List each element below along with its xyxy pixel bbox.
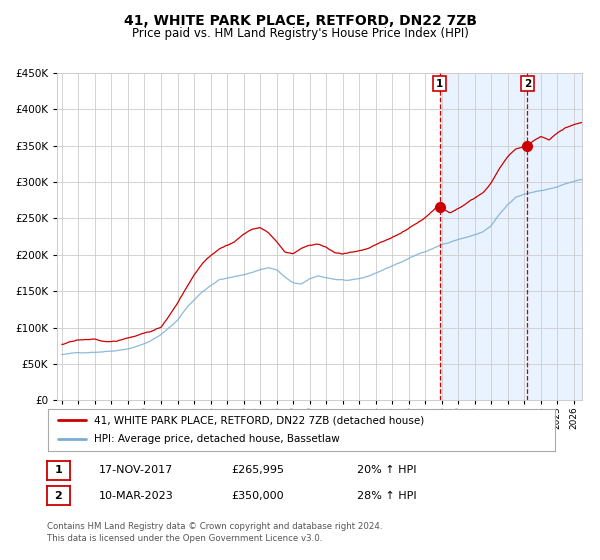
Text: 17-NOV-2017: 17-NOV-2017 xyxy=(99,465,173,475)
Text: Contains HM Land Registry data © Crown copyright and database right 2024.
This d: Contains HM Land Registry data © Crown c… xyxy=(47,522,382,543)
Text: 2: 2 xyxy=(55,491,62,501)
Text: 41, WHITE PARK PLACE, RETFORD, DN22 7ZB (detached house): 41, WHITE PARK PLACE, RETFORD, DN22 7ZB … xyxy=(94,415,424,425)
Text: 20% ↑ HPI: 20% ↑ HPI xyxy=(357,465,416,475)
Text: £265,995: £265,995 xyxy=(231,465,284,475)
Text: 1: 1 xyxy=(55,465,62,475)
Bar xyxy=(440,73,582,400)
Text: 2: 2 xyxy=(524,79,531,88)
Text: HPI: Average price, detached house, Bassetlaw: HPI: Average price, detached house, Bass… xyxy=(94,435,340,445)
Text: 28% ↑ HPI: 28% ↑ HPI xyxy=(357,491,416,501)
Text: 41, WHITE PARK PLACE, RETFORD, DN22 7ZB: 41, WHITE PARK PLACE, RETFORD, DN22 7ZB xyxy=(124,14,476,28)
Text: £350,000: £350,000 xyxy=(231,491,284,501)
Text: 1: 1 xyxy=(436,79,443,88)
Text: 10-MAR-2023: 10-MAR-2023 xyxy=(99,491,174,501)
Text: Price paid vs. HM Land Registry's House Price Index (HPI): Price paid vs. HM Land Registry's House … xyxy=(131,27,469,40)
